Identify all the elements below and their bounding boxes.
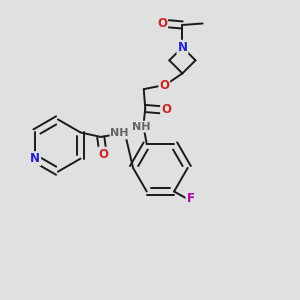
Text: N: N bbox=[30, 152, 40, 165]
Text: O: O bbox=[159, 79, 169, 92]
Text: NH: NH bbox=[110, 128, 129, 138]
Text: N: N bbox=[177, 41, 188, 54]
Text: O: O bbox=[161, 103, 171, 116]
Text: O: O bbox=[157, 17, 167, 30]
Text: O: O bbox=[98, 148, 108, 161]
Text: F: F bbox=[186, 192, 194, 206]
Text: NH: NH bbox=[132, 122, 151, 132]
